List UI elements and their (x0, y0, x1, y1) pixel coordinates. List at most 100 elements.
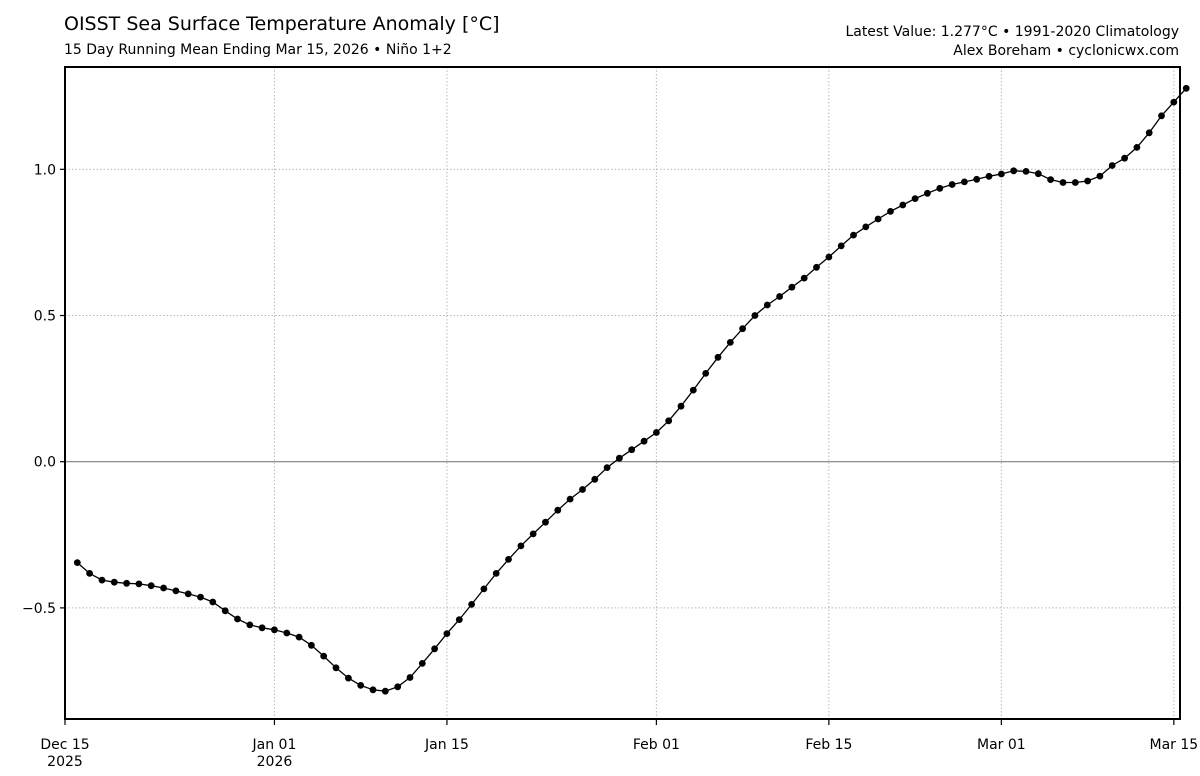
x-tick-label: Mar 01 (977, 737, 1026, 753)
data-point (172, 587, 180, 595)
data-point (862, 223, 870, 231)
data-point (874, 215, 882, 223)
data-point (689, 386, 697, 394)
data-point (677, 402, 685, 410)
data-point (763, 301, 771, 309)
data-point (800, 274, 808, 282)
chart-title: OISST Sea Surface Temperature Anomaly [°… (64, 13, 500, 35)
data-point (308, 641, 315, 649)
data-point (924, 189, 931, 197)
data-point (554, 506, 562, 514)
data-point (123, 579, 130, 587)
data-point (751, 312, 759, 319)
x-tick-label: Feb 01 (633, 737, 680, 753)
data-point (1170, 98, 1178, 106)
data-point (221, 607, 229, 615)
data-point (788, 283, 796, 291)
data-point (640, 437, 648, 445)
data-point (529, 530, 537, 538)
y-tick-label: 1.0 (34, 162, 56, 178)
data-point (1145, 129, 1153, 137)
x-tick-label: Mar 15 (1149, 737, 1198, 753)
data-point (295, 633, 303, 641)
data-point (911, 195, 919, 203)
data-point (480, 585, 488, 593)
data-point (566, 495, 574, 503)
data-point (98, 576, 106, 584)
y-tick-label: 0.0 (34, 455, 56, 471)
data-point (246, 621, 254, 629)
series-line (76, 87, 1187, 692)
data-point (665, 417, 673, 425)
data-point (961, 178, 968, 186)
data-point (1084, 177, 1091, 185)
data-point (394, 683, 402, 691)
data-point (739, 325, 746, 333)
data-point (505, 556, 512, 563)
x-tick-label: Jan 15 (424, 737, 469, 753)
data-point (110, 578, 118, 586)
data-point (381, 687, 389, 695)
data-point (579, 486, 586, 493)
data-point (468, 601, 475, 608)
x-tick-year-label: 2026 (257, 754, 293, 770)
data-point (1059, 179, 1067, 186)
data-point (1121, 154, 1128, 162)
data-point (1158, 112, 1165, 120)
latest-value-text: Latest Value: 1.277°C • 1991-2020 Climat… (845, 24, 1179, 40)
data-point (714, 353, 722, 361)
data-point (345, 674, 352, 682)
data-point (936, 184, 944, 192)
data-point (542, 518, 549, 526)
data-point (73, 559, 81, 566)
data-point (406, 674, 414, 681)
data-point (948, 181, 956, 188)
data-point (369, 686, 377, 694)
data-point (197, 593, 204, 601)
data-point (160, 584, 168, 592)
x-tick-label: Dec 15 (40, 737, 89, 753)
credit-text: Alex Boreham • cyclonicwx.com (953, 43, 1179, 59)
data-point (455, 616, 463, 623)
data-point (86, 570, 93, 577)
x-tick-label: Feb 15 (805, 737, 852, 753)
data-point (1047, 176, 1054, 184)
data-point (357, 682, 365, 689)
data-point (135, 580, 143, 588)
data-point (726, 339, 734, 346)
data-point (1034, 170, 1042, 178)
data-point (1010, 167, 1018, 175)
data-point (1133, 144, 1141, 151)
x-tick-label: Jan 01 (252, 737, 297, 753)
data-point (887, 208, 894, 215)
data-point (1071, 179, 1079, 186)
data-point (998, 170, 1005, 178)
data-point (332, 664, 340, 672)
data-point (209, 598, 217, 606)
data-point (147, 582, 155, 590)
data-point (320, 652, 328, 660)
data-point (813, 263, 820, 271)
y-tick-label: −0.5 (22, 601, 56, 617)
data-point (837, 242, 845, 250)
data-point (431, 645, 438, 653)
data-point (702, 370, 710, 377)
data-point (234, 615, 241, 623)
chart-info: Latest Value: 1.277°C • 1991-2020 Climat… (845, 23, 1179, 61)
data-point (283, 629, 291, 637)
data-point (492, 570, 500, 577)
data-point (985, 172, 993, 180)
data-point (443, 630, 451, 637)
series-layer (73, 84, 1190, 695)
data-point (973, 175, 981, 183)
data-point (1108, 162, 1116, 169)
data-point (1022, 168, 1030, 175)
data-point (653, 429, 660, 436)
data-point (271, 626, 278, 634)
data-point (418, 660, 426, 667)
data-point (850, 231, 857, 239)
data-point (184, 590, 192, 598)
data-point (1096, 172, 1104, 180)
